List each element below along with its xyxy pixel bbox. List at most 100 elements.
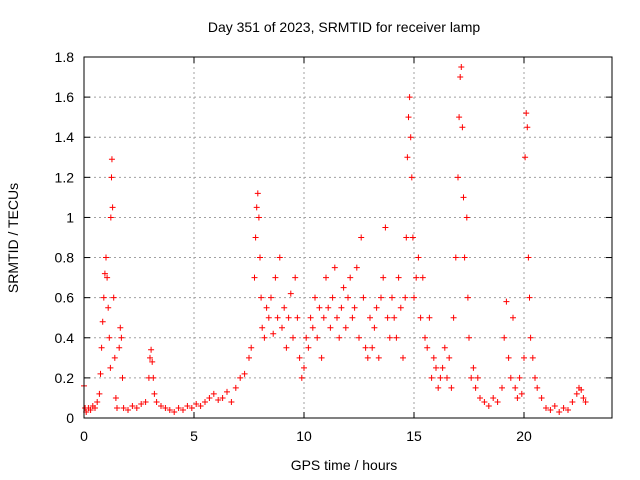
data-point: [276, 254, 283, 261]
data-point: [543, 404, 549, 411]
data-point: [523, 110, 530, 117]
data-point: [510, 314, 516, 321]
y-tick-label: 0.8: [55, 250, 75, 266]
data-point: [532, 374, 538, 381]
data-point: [386, 334, 393, 341]
y-tick-label: 0.2: [55, 370, 75, 386]
data-point: [305, 344, 312, 351]
data-point: [499, 384, 505, 391]
data-point: [283, 344, 290, 351]
data-point: [345, 294, 351, 301]
data-point: [538, 394, 545, 401]
data-point: [397, 304, 404, 311]
data-point: [507, 374, 514, 381]
data-point: [468, 374, 475, 381]
data-point: [404, 154, 411, 161]
data-point: [150, 374, 157, 381]
y-tick-label: 0: [66, 410, 74, 426]
data-point: [340, 284, 347, 291]
y-tick-label: 1.2: [55, 169, 75, 185]
data-point: [331, 264, 338, 271]
data-point: [97, 370, 104, 377]
data-point: [162, 404, 169, 411]
data-point: [384, 314, 391, 321]
data-point: [279, 324, 285, 331]
data-point: [251, 274, 258, 281]
data-point: [184, 402, 191, 409]
data-point: [193, 400, 200, 407]
data-point: [334, 314, 340, 321]
data-point: [485, 402, 492, 409]
data-point: [106, 334, 113, 341]
data-point: [477, 394, 483, 401]
tick-layer: [83, 56, 612, 419]
data-point: [580, 394, 587, 401]
data-point: [347, 274, 354, 281]
y-axis-title: SRMTID / TECUs: [5, 183, 21, 293]
data-point: [351, 304, 358, 311]
data-point: [265, 314, 272, 321]
data-point: [522, 154, 529, 161]
data-point: [246, 354, 252, 361]
data-point: [116, 344, 123, 351]
data-point: [101, 270, 108, 277]
data-point: [153, 398, 160, 405]
data-point: [524, 124, 531, 131]
data-point: [312, 294, 318, 301]
data-point: [358, 234, 365, 241]
data-point: [338, 304, 345, 311]
data-point: [460, 194, 467, 201]
data-point: [112, 394, 119, 401]
data-point: [464, 294, 471, 301]
data-point: [457, 74, 464, 81]
x-tick-label: 5: [190, 428, 198, 444]
data-point: [87, 406, 94, 413]
data-point: [117, 324, 124, 331]
chart-title: Day 351 of 2023, SRMTID for receiver lam…: [208, 19, 481, 35]
data-point: [369, 344, 376, 351]
data-point: [287, 290, 294, 297]
data-point: [263, 304, 270, 311]
data-point: [490, 394, 497, 401]
data-point: [428, 374, 435, 381]
data-point: [529, 354, 536, 361]
data-point: [349, 314, 356, 321]
data-point: [254, 190, 261, 197]
data-point: [272, 274, 279, 281]
data-point: [237, 374, 244, 381]
data-point: [395, 274, 402, 281]
y-tick-label: 1.4: [55, 129, 75, 145]
data-point: [463, 214, 470, 221]
data-point: [259, 324, 266, 331]
data-point: [125, 406, 131, 413]
data-point: [107, 364, 114, 371]
data-point: [446, 354, 453, 361]
x-tick-label: 10: [296, 428, 312, 444]
data-point: [100, 294, 107, 301]
plot-frame: [83, 56, 613, 419]
data-point: [149, 358, 156, 365]
data-point: [96, 390, 103, 397]
x-tick-label: 20: [516, 428, 532, 444]
data-points: [81, 64, 589, 415]
data-point: [516, 374, 523, 381]
data-point: [323, 274, 329, 281]
data-point: [120, 404, 127, 411]
data-point: [560, 404, 567, 411]
data-point: [424, 344, 431, 351]
data-point: [380, 274, 387, 281]
data-point: [389, 294, 395, 301]
data-point: [294, 314, 301, 321]
data-point: [197, 402, 204, 409]
y-tick-label: 1: [66, 209, 74, 225]
data-point: [419, 274, 426, 281]
data-point: [215, 396, 222, 403]
data-point: [402, 294, 409, 301]
data-point: [435, 384, 442, 391]
data-point: [514, 394, 521, 401]
data-point: [367, 314, 373, 321]
data-point: [110, 294, 117, 301]
data-point: [301, 364, 307, 371]
data-point: [411, 294, 417, 301]
data-point: [527, 334, 534, 341]
